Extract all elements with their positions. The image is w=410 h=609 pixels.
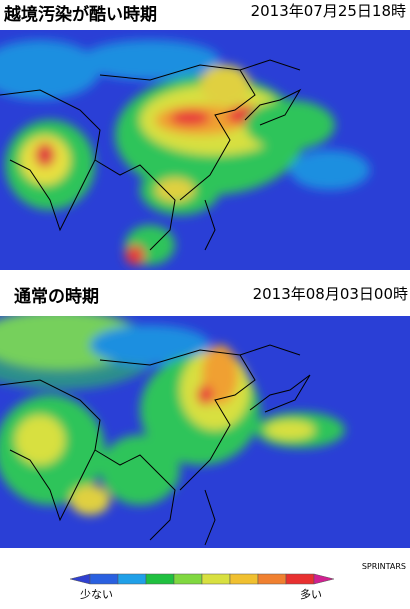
timestamp: 2013年07月25日18時: [251, 2, 406, 20]
timestamp: 2013年08月03日00時: [253, 285, 408, 303]
legend-low: 少ない: [80, 588, 113, 601]
map-bottom: [0, 316, 410, 548]
map-top: [0, 30, 410, 270]
credit: SPRINTARS: [362, 562, 406, 571]
panel-title: 越境汚染が酷い時期: [3, 4, 157, 25]
legend-bar: [69, 573, 335, 585]
panel-title: 通常の時期: [14, 286, 99, 307]
legend-high: 多い: [300, 587, 322, 601]
